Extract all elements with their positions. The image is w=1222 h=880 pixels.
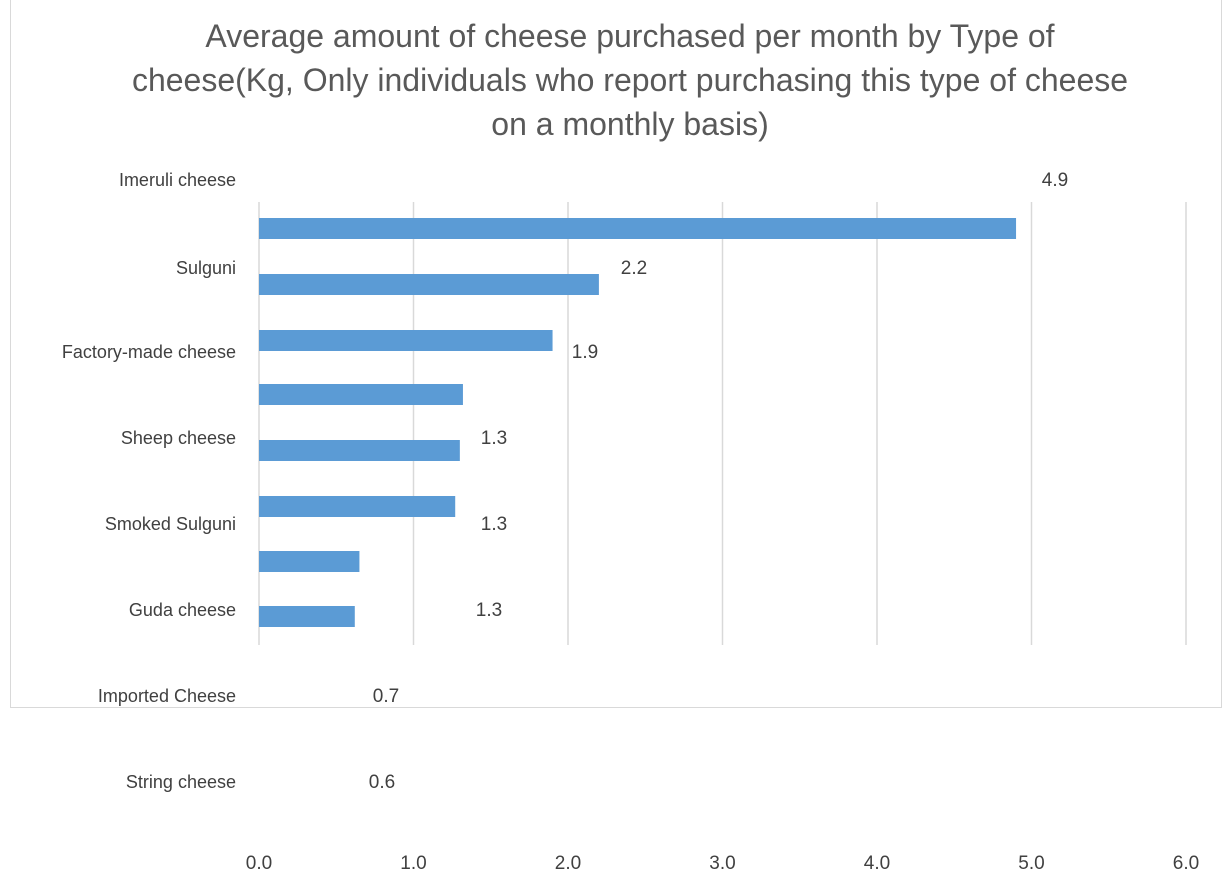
- x-tick-label: 6.0: [1173, 853, 1199, 874]
- bar: [259, 384, 463, 405]
- data-label: 1.3: [481, 428, 507, 449]
- data-label: 0.6: [369, 772, 395, 793]
- category-label: Factory-made cheese: [62, 342, 236, 362]
- bar: [259, 606, 355, 627]
- x-tick-label: 3.0: [709, 853, 735, 874]
- bar: [259, 496, 456, 517]
- data-label: 2.2: [621, 258, 647, 279]
- data-label: 1.9: [572, 342, 598, 363]
- category-label: String cheese: [126, 772, 236, 792]
- data-label: 4.9: [1042, 170, 1068, 191]
- x-tick-label: 4.0: [864, 853, 890, 874]
- x-tick-label: 1.0: [400, 853, 426, 874]
- data-label: 1.3: [476, 600, 502, 621]
- data-label: 0.7: [373, 686, 399, 707]
- bar: [259, 218, 1017, 239]
- category-label: Imported Cheese: [98, 686, 236, 706]
- category-label: Imeruli cheese: [119, 170, 236, 190]
- x-tick-label: 5.0: [1018, 853, 1044, 874]
- category-label: Sulguni: [176, 258, 236, 278]
- category-label: Smoked Sulguni: [105, 514, 236, 534]
- x-tick-label: 0.0: [246, 853, 272, 874]
- data-label: 1.3: [481, 514, 507, 535]
- category-label: Sheep cheese: [121, 428, 236, 448]
- bar: [259, 330, 553, 351]
- category-label: Guda cheese: [129, 600, 236, 620]
- x-tick-label: 2.0: [555, 853, 581, 874]
- bar: [259, 274, 599, 295]
- bar: [259, 551, 360, 572]
- chart-title: Average amount of cheese purchased per m…: [131, 18, 1129, 142]
- bar: [259, 440, 460, 461]
